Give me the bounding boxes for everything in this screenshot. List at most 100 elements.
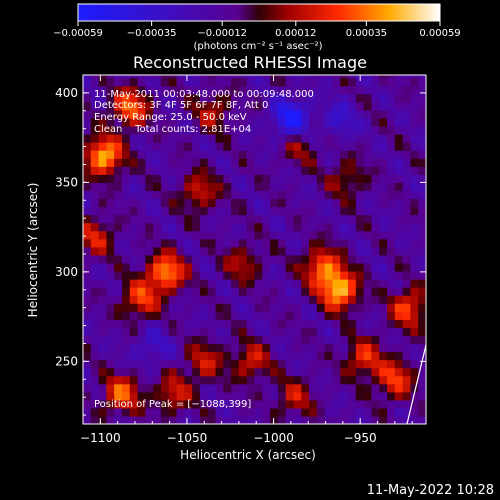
heatmap-cell xyxy=(207,222,217,232)
heatmap-cell xyxy=(83,246,92,256)
heatmap-cell xyxy=(192,75,201,79)
heatmap-cell xyxy=(153,415,162,424)
heatmap-cell xyxy=(277,85,287,95)
heatmap-cell xyxy=(168,335,178,345)
heatmap-cell xyxy=(114,254,123,264)
heatmap-cell xyxy=(121,206,131,216)
heatmap-cell xyxy=(363,150,373,159)
heatmap-cell xyxy=(231,391,240,401)
heatmap-cell xyxy=(129,351,139,361)
heatmap-cell xyxy=(363,415,373,424)
heatmap-cell xyxy=(410,182,419,192)
heatmap-cell xyxy=(137,415,146,424)
heatmap-cell xyxy=(410,367,419,377)
heatmap-cell xyxy=(410,206,419,216)
heatmap-cell xyxy=(285,238,295,248)
heatmap-cell xyxy=(387,343,396,353)
heatmap-cell xyxy=(270,198,279,208)
heatmap-cell xyxy=(231,190,240,200)
heatmap-cell xyxy=(137,343,146,353)
heatmap-cell xyxy=(184,190,193,200)
heatmap-cell xyxy=(83,367,92,377)
heatmap-cell xyxy=(199,359,209,369)
heatmap-cell xyxy=(90,311,100,320)
heatmap-cell xyxy=(270,222,279,232)
heatmap-cell xyxy=(324,295,334,304)
heatmap-cell xyxy=(121,75,131,79)
heatmap-cell xyxy=(379,246,388,256)
heatmap-cell xyxy=(106,375,115,385)
heatmap-cell xyxy=(254,246,263,256)
heatmap-cell xyxy=(215,383,224,393)
heatmap-cell xyxy=(418,270,426,280)
heatmap-cell xyxy=(402,206,412,216)
heatmap-cell xyxy=(199,190,209,200)
heatmap-cell xyxy=(293,270,302,280)
heatmap-cell xyxy=(231,174,240,183)
heatmap-cell xyxy=(184,117,193,127)
heatmap-cell xyxy=(168,77,178,87)
heatmap-cell xyxy=(394,367,404,377)
heatmap-cell xyxy=(379,295,388,304)
heatmap-cell xyxy=(270,327,279,336)
heatmap-cell xyxy=(215,230,224,240)
heatmap-cell xyxy=(223,415,232,424)
heatmap-cell xyxy=(316,238,326,248)
heatmap-cell xyxy=(114,238,123,248)
heatmap-cell xyxy=(394,158,404,167)
heatmap-cell xyxy=(309,126,318,135)
heatmap-cell xyxy=(394,117,404,127)
heatmap-cell xyxy=(168,198,178,208)
heatmap-cell xyxy=(168,93,178,103)
heatmap-cell xyxy=(262,399,271,409)
heatmap-cell xyxy=(254,391,263,401)
heatmap-cell xyxy=(215,375,224,385)
heatmap-cell xyxy=(309,134,318,143)
heatmap-cell xyxy=(168,295,178,304)
heatmap-cell xyxy=(332,222,341,232)
heatmap-cell xyxy=(301,295,310,304)
heatmap-cell xyxy=(332,415,341,424)
heatmap-cell xyxy=(410,254,419,264)
heatmap-cell xyxy=(254,335,263,345)
heatmap-cell xyxy=(83,262,92,272)
heatmap-cell xyxy=(90,238,100,248)
heatmap-cell xyxy=(394,254,404,264)
heatmap-cell xyxy=(121,166,131,175)
heatmap-cell xyxy=(316,230,326,240)
heatmap-cell xyxy=(231,77,240,87)
heatmap-cell xyxy=(168,262,178,272)
heatmap-cell xyxy=(262,327,271,336)
heatmap-cell xyxy=(371,214,380,224)
heatmap-cell xyxy=(246,319,256,328)
heatmap-cell xyxy=(98,230,107,240)
heatmap-cell xyxy=(348,359,357,369)
heatmap-cell xyxy=(418,391,426,401)
heatmap-cell xyxy=(106,126,115,135)
heatmap-cell xyxy=(293,166,302,175)
heatmap-cell xyxy=(418,150,426,159)
heatmap-cell xyxy=(394,383,404,393)
heatmap-cell xyxy=(316,134,326,143)
heatmap-cell xyxy=(348,75,357,79)
heatmap-cell xyxy=(270,182,279,192)
heatmap-cell xyxy=(402,254,412,264)
heatmap-cell xyxy=(145,262,154,272)
heatmap-cell xyxy=(184,182,193,192)
heatmap-cell xyxy=(371,383,380,393)
heatmap-cell xyxy=(207,287,217,296)
heatmap-cell xyxy=(246,77,256,87)
heatmap-cell xyxy=(418,174,426,183)
heatmap-cell xyxy=(332,174,341,183)
annotation-detectors: Detectors: 3F 4F 5F 6F 7F 8F, Att 0 xyxy=(94,100,268,111)
heatmap-cell xyxy=(324,182,334,192)
heatmap-cell xyxy=(340,303,349,312)
heatmap-cell xyxy=(402,75,412,79)
heatmap-cell xyxy=(246,166,256,175)
heatmap-cell xyxy=(324,383,334,393)
heatmap-cell xyxy=(332,198,341,208)
heatmap-cell xyxy=(145,85,154,95)
heatmap-cell xyxy=(129,198,139,208)
heatmap-cell xyxy=(184,415,193,424)
heatmap-cell xyxy=(285,75,295,79)
